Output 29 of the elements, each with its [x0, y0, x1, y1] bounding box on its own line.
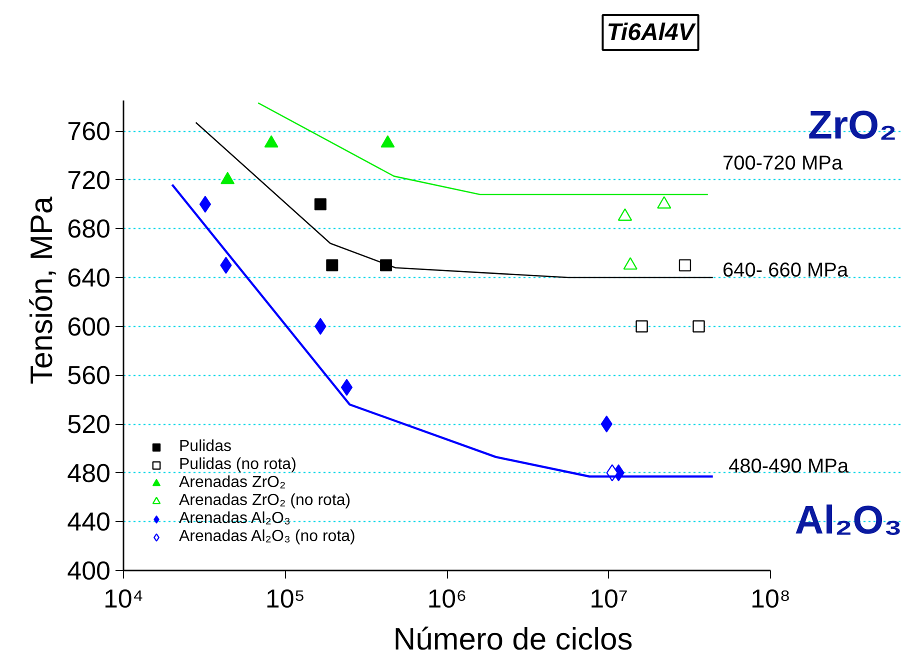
y-tick-label: 560 [67, 360, 111, 390]
y-tick-label: 640 [67, 262, 111, 293]
y-tick-label: 760 [67, 116, 111, 146]
text: Al₂O₃ [794, 498, 902, 542]
annotation: 480-490 MPa [728, 456, 850, 478]
legend-label: Arenadas Al₂O₃ (no rota) [179, 528, 356, 546]
legend-label: Arenadas ZrO₂ [179, 474, 286, 492]
legend-label: Pulidas (no rota) [179, 456, 296, 474]
annotation: 640- 660 MPa [722, 260, 850, 282]
x-tick-label: 10⁴ [103, 584, 144, 614]
x-tick-label: 10⁷ [590, 584, 628, 614]
legend-label: Pulidas [179, 438, 232, 456]
x-axis-title: Número de ciclos [393, 622, 633, 656]
text: ZrO₂ [808, 104, 897, 148]
x-tick-label: 10⁸ [750, 584, 790, 614]
y-tick-label: 680 [67, 214, 111, 244]
chart-title: Ti6Al4V [606, 19, 696, 46]
y-tick-label: 400 [67, 556, 111, 586]
y-axis-title: Tensión, MPa [24, 196, 60, 384]
y-tick-label: 440 [67, 506, 111, 537]
legend-label: Arenadas ZrO₂ (no rota) [179, 492, 351, 510]
y-tick-label: 720 [67, 164, 111, 195]
y-tick-label: 600 [67, 311, 111, 342]
x-tick-label: 10⁶ [427, 584, 467, 614]
y-tick-label: 480 [67, 458, 111, 488]
y-tick-label: 520 [67, 409, 111, 440]
annotation: 700-720 MPa [722, 152, 844, 174]
x-tick-label: 10⁵ [265, 584, 306, 614]
legend-label: Arenadas Al₂O₃ [179, 510, 290, 528]
